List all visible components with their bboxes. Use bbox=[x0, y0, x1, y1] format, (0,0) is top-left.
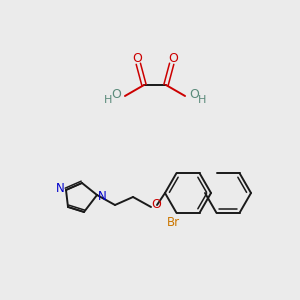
Text: H: H bbox=[198, 95, 206, 105]
Text: O: O bbox=[132, 52, 142, 65]
Text: O: O bbox=[189, 88, 199, 101]
Text: N: N bbox=[56, 182, 64, 196]
Text: H: H bbox=[104, 95, 112, 105]
Text: O: O bbox=[111, 88, 121, 101]
Text: N: N bbox=[98, 190, 106, 203]
Text: Br: Br bbox=[167, 216, 180, 230]
Text: O: O bbox=[151, 199, 161, 212]
Text: O: O bbox=[168, 52, 178, 65]
